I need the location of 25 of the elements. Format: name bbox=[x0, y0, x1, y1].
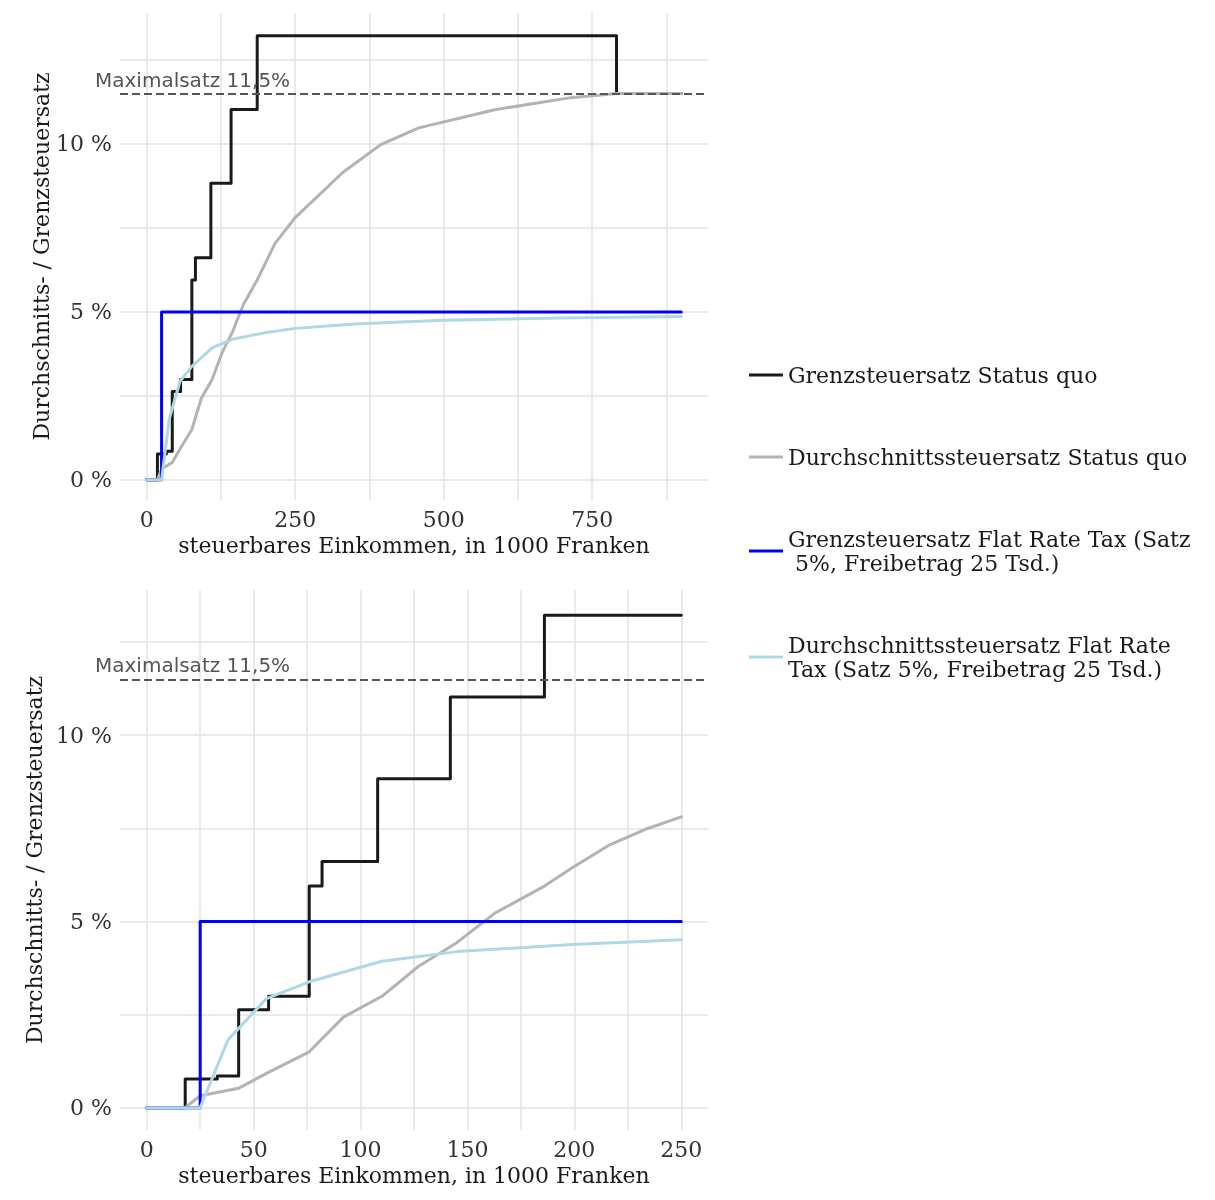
x-tick-label: 50 bbox=[239, 1136, 268, 1162]
x-tick-label: 250 bbox=[660, 1136, 703, 1162]
x-tick-label: 750 bbox=[571, 506, 614, 532]
x-tick-label: 0 bbox=[139, 506, 154, 532]
legend-label: Durchschnittssteuersatz Flat Rate Tax (Satz 5%, Freibetrag 25 Tsd.) bbox=[788, 632, 1178, 682]
y-tick-label: 5 % bbox=[70, 299, 112, 325]
x-tick-label: 500 bbox=[422, 506, 465, 532]
legend-label: Durchschnittssteuersatz Status quo bbox=[788, 444, 1188, 470]
y-tick-label: 0 % bbox=[70, 1095, 112, 1121]
x-tick-label: 200 bbox=[553, 1136, 596, 1162]
y-tick-label: 5 % bbox=[70, 908, 112, 934]
x-tick-label: 0 bbox=[139, 1136, 154, 1162]
x-tick-label: 250 bbox=[274, 506, 317, 532]
y-tick-label: 0 % bbox=[70, 467, 112, 493]
legend-label: Grenzsteuersatz Flat Rate Tax (Satz 5%, Freibetrag 25 Tsd.) bbox=[788, 526, 1191, 576]
y-axis-title: Durchschnitts- / Grenzsteuersatz bbox=[21, 675, 47, 1045]
y-axis-title: Durchschnitts- / Grenzsteuersatz bbox=[28, 72, 54, 441]
ref-line-label: Maximalsatz 11,5% bbox=[95, 653, 291, 678]
legend-label: Grenzsteuersatz Status quo bbox=[788, 362, 1098, 388]
x-axis-title: steuerbares Einkommen, in 1000 Franken bbox=[178, 532, 650, 558]
y-tick-label: 10 % bbox=[56, 722, 112, 748]
x-tick-label: 150 bbox=[446, 1136, 489, 1162]
x-tick-label: 100 bbox=[339, 1136, 382, 1162]
x-axis-title: steuerbares Einkommen, in 1000 Franken bbox=[178, 1163, 650, 1189]
y-tick-label: 10 % bbox=[56, 131, 112, 157]
